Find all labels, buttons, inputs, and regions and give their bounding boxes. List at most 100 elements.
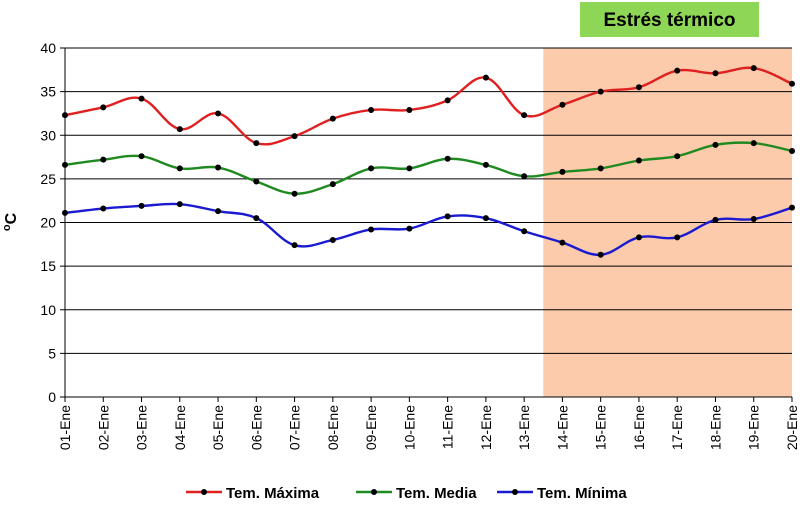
x-tick-label: 01-Ene: [57, 405, 73, 450]
data-point-min: [789, 204, 795, 211]
data-point-media: [329, 181, 336, 188]
data-point-media: [521, 173, 528, 180]
x-tick-label: 03-Ene: [134, 405, 150, 450]
stress-badge-label: Estrés térmico: [603, 10, 735, 31]
x-tick-label: 15-Ene: [593, 405, 609, 450]
data-point-media: [406, 165, 413, 172]
x-tick-label: 07-Ene: [287, 405, 303, 450]
y-tick-label: 25: [40, 171, 56, 187]
legend-marker-max: [201, 489, 207, 495]
data-point-media: [674, 153, 681, 160]
data-point-min: [750, 216, 757, 223]
data-point-min: [712, 216, 719, 223]
y-tick-label: 35: [40, 84, 56, 100]
data-point-max: [444, 97, 451, 104]
data-point-min: [406, 225, 413, 232]
x-tick-label: 02-Ene: [95, 405, 111, 450]
data-point-min: [253, 215, 260, 222]
series-line-min: [64, 202, 793, 256]
data-point-max: [100, 104, 107, 111]
data-point-media: [597, 165, 604, 172]
data-point-max: [215, 110, 222, 117]
data-point-max: [368, 106, 375, 113]
x-tick-label: 06-Ene: [248, 405, 264, 450]
data-point-media: [215, 164, 222, 171]
data-point-min: [291, 242, 298, 249]
data-point-media: [444, 155, 451, 162]
data-point-max: [789, 80, 795, 87]
x-tick-label: 11-Ene: [440, 405, 456, 449]
data-point-media: [138, 153, 145, 160]
data-point-min: [635, 234, 642, 241]
y-axis-label: oC: [1, 212, 20, 231]
data-point-media: [291, 190, 298, 197]
data-point-min: [329, 236, 336, 243]
data-point-max: [253, 140, 260, 147]
x-tick-label: 10-Ene: [401, 405, 417, 450]
data-point-media: [368, 165, 375, 172]
data-point-media: [559, 168, 566, 175]
data-point-min: [674, 234, 681, 241]
data-point-min: [521, 228, 528, 235]
x-tick-label: 14-Ene: [554, 405, 570, 450]
data-point-min: [482, 215, 489, 222]
x-tick-label: 12-Ene: [478, 405, 494, 450]
data-point-min: [444, 213, 451, 220]
data-point-media: [253, 178, 260, 185]
data-point-min: [597, 251, 604, 258]
x-tick-label: 16-Ene: [631, 405, 647, 450]
legend-label-max: Tem. Máxima: [226, 485, 320, 502]
x-tick-label: 20-Ene: [784, 405, 800, 450]
data-point-max: [62, 112, 68, 119]
data-point-min: [176, 201, 183, 208]
x-tick-label: 17-Ene: [669, 405, 685, 450]
data-point-max: [674, 67, 681, 74]
legend-marker-min: [512, 489, 518, 495]
data-point-max: [635, 84, 642, 91]
data-point-media: [635, 157, 642, 164]
data-point-media: [62, 161, 68, 168]
x-tick-label: 05-Ene: [210, 405, 226, 450]
data-point-min: [215, 208, 222, 215]
y-tick-label: 0: [48, 389, 56, 405]
x-tick-label: 18-Ene: [707, 405, 723, 450]
legend-label-min: Tem. Mínima: [537, 485, 627, 502]
data-point-media: [750, 140, 757, 147]
x-tick-label: 19-Ene: [746, 405, 762, 450]
data-point-max: [406, 106, 413, 113]
data-point-max: [712, 70, 719, 77]
y-tick-label: 20: [40, 215, 56, 231]
data-point-media: [482, 161, 489, 168]
data-point-media: [789, 147, 795, 154]
legend-label-media: Tem. Media: [396, 485, 477, 502]
x-tick-label: 08-Ene: [325, 405, 341, 450]
series-line-max: [64, 66, 793, 146]
y-tick-label: 30: [40, 127, 56, 143]
data-point-min: [559, 239, 566, 246]
x-tick-label: 13-Ene: [516, 405, 532, 450]
data-point-min: [100, 205, 107, 212]
data-point-media: [176, 165, 183, 172]
x-tick-label: 04-Ene: [172, 405, 188, 450]
y-tick-label: 5: [48, 345, 56, 361]
data-point-max: [176, 126, 183, 133]
y-tick-label: 10: [40, 302, 56, 318]
data-point-max: [559, 101, 566, 108]
y-tick-label: 15: [40, 258, 56, 274]
data-point-max: [138, 95, 145, 102]
data-point-max: [597, 88, 604, 95]
data-point-media: [712, 141, 719, 148]
data-point-max: [291, 133, 298, 140]
data-point-max: [521, 112, 528, 119]
data-point-max: [482, 74, 489, 81]
data-point-media: [100, 156, 107, 163]
data-point-min: [368, 226, 375, 233]
data-point-max: [750, 65, 757, 72]
legend-marker-media: [371, 489, 377, 495]
data-point-max: [329, 115, 336, 122]
data-point-min: [138, 202, 145, 209]
series-line-media: [64, 141, 793, 195]
stress-badge: [580, 2, 759, 37]
